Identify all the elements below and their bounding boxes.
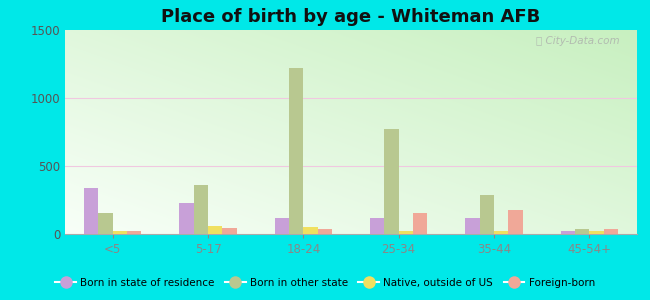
Bar	[370, 218, 384, 234]
Bar	[289, 68, 304, 234]
Bar	[304, 226, 318, 234]
Bar	[398, 231, 413, 234]
Legend: Born in state of residence, Born in other state, Native, outside of US, Foreign-: Born in state of residence, Born in othe…	[51, 274, 599, 292]
Bar	[494, 231, 508, 234]
Bar	[575, 229, 590, 234]
Bar	[465, 218, 480, 234]
Bar	[179, 203, 194, 234]
Bar	[98, 213, 112, 234]
Bar	[384, 129, 398, 234]
Bar	[480, 195, 494, 234]
Bar	[222, 228, 237, 234]
Bar	[112, 231, 127, 234]
Bar	[194, 185, 208, 234]
Bar	[208, 226, 222, 234]
Bar	[413, 213, 427, 234]
Bar	[590, 231, 604, 234]
Bar	[604, 229, 618, 234]
Text: ⓘ City-Data.com: ⓘ City-Data.com	[536, 36, 620, 46]
Bar	[275, 218, 289, 234]
Bar	[84, 188, 98, 234]
Bar	[561, 231, 575, 234]
Bar	[127, 231, 141, 234]
Bar	[318, 229, 332, 234]
Bar	[508, 210, 523, 234]
Title: Place of birth by age - Whiteman AFB: Place of birth by age - Whiteman AFB	[161, 8, 541, 26]
